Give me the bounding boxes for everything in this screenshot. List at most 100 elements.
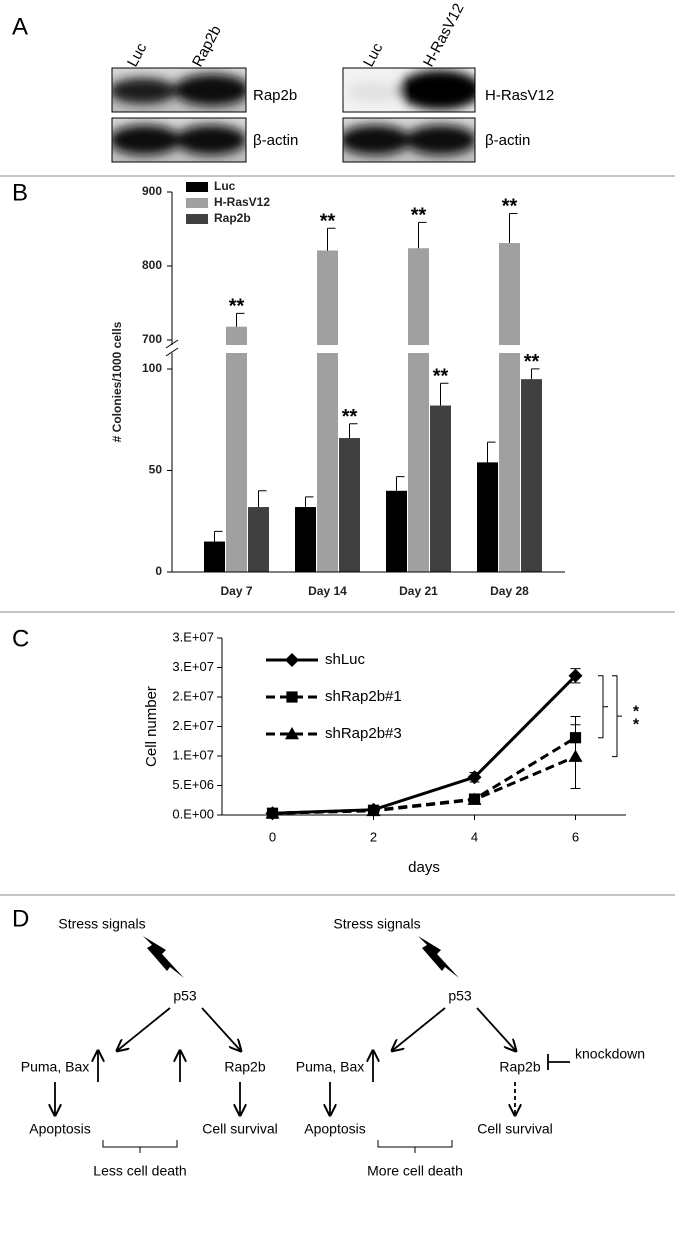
- significance: **: [433, 365, 449, 387]
- diagram-label: Puma, Bax: [21, 1059, 89, 1075]
- row-label: Rap2b: [253, 87, 297, 104]
- marker: [366, 803, 381, 817]
- x-tick-label: Day 28: [490, 584, 529, 598]
- y-tick-label: 700: [142, 332, 162, 346]
- y-axis-label: # Colonies/1000 cells: [110, 321, 124, 442]
- bracket: [377, 1140, 453, 1153]
- bar: [499, 243, 520, 572]
- bar: [248, 507, 269, 572]
- y-tick-label: 50: [149, 463, 163, 477]
- bar: [339, 438, 360, 572]
- band: [398, 70, 475, 110]
- legend-swatch: [186, 214, 208, 224]
- bar: [430, 405, 451, 572]
- legend-label: shRap2b#3: [325, 725, 402, 742]
- y-tick-label: 3.E+07: [172, 629, 214, 644]
- significance: **: [502, 196, 518, 218]
- x-tick-label: 0: [269, 829, 276, 844]
- lane-label: Luc: [360, 40, 387, 70]
- y-tick-label: 800: [142, 258, 162, 272]
- y-tick-label: 3.E+07: [172, 659, 214, 674]
- lane-label: Luc: [124, 40, 151, 70]
- bar: [295, 507, 316, 572]
- legend-swatch: [186, 198, 208, 208]
- separators: [0, 175, 675, 896]
- significance: *: [633, 716, 640, 733]
- significance: **: [229, 296, 245, 318]
- diagram-label: Stress signals: [58, 916, 145, 932]
- bar: [408, 248, 429, 573]
- error-bar: [258, 490, 267, 508]
- y-axis: [171, 192, 565, 573]
- y-tick-label: 2.E+07: [172, 718, 214, 733]
- diagram-label: Apoptosis: [29, 1121, 90, 1137]
- axis-break: [164, 345, 565, 353]
- diagram-label: Cell survival: [477, 1121, 552, 1137]
- legend-label: Luc: [214, 179, 236, 193]
- band: [112, 125, 181, 155]
- series-line: [272, 755, 577, 815]
- error-bar: [418, 221, 427, 249]
- bar: [317, 250, 338, 572]
- marker: [568, 749, 583, 762]
- band: [405, 125, 475, 155]
- significance-bracket: [598, 675, 608, 739]
- error-bar: [531, 368, 540, 380]
- diagram-label: Stress signals: [333, 916, 420, 932]
- arrow: [118, 1007, 171, 1050]
- blot: Luc Rap2b Rap2b β-actin: [111, 23, 298, 163]
- panel-label: D: [12, 905, 29, 932]
- diagram-label: Rap2b: [499, 1059, 540, 1075]
- legend-label: shLuc: [325, 651, 366, 668]
- bracket: [102, 1140, 178, 1153]
- band: [347, 82, 403, 102]
- series-line: [272, 736, 577, 815]
- axes: [221, 638, 626, 816]
- x-tick-label: Day 21: [399, 584, 438, 598]
- lane-label: H-RasV12: [420, 1, 467, 70]
- significance: *: [633, 703, 640, 720]
- row-label: H-RasV12: [485, 87, 554, 104]
- bar: [521, 379, 542, 572]
- error-bar: [349, 423, 358, 439]
- x-tick-label: 2: [370, 829, 377, 844]
- error-bar: [327, 227, 336, 251]
- error-bar: [440, 382, 449, 406]
- legend-marker: [286, 691, 298, 703]
- y-axis-label: Cell number: [143, 686, 160, 767]
- y-tick-label: 2.E+07: [172, 688, 214, 703]
- arrow: [393, 1007, 446, 1050]
- error-bar: [396, 476, 405, 491]
- diagram-label: Apoptosis: [304, 1121, 365, 1137]
- row-label: β-actin: [485, 132, 530, 149]
- error-bar: [509, 212, 518, 244]
- band: [112, 78, 177, 104]
- marker: [467, 770, 482, 785]
- arrow: [476, 1007, 515, 1050]
- panel-label: A: [12, 13, 28, 40]
- y-tick-label: 900: [142, 184, 162, 198]
- bar: [226, 326, 247, 572]
- legend-label: H-RasV12: [214, 195, 270, 209]
- x-axis-label: days: [408, 859, 440, 876]
- signal-icon: [143, 936, 184, 978]
- error-bar: [214, 530, 223, 542]
- x-tick-label: 4: [471, 829, 478, 844]
- bands: [343, 125, 475, 155]
- y-tick-label: 5.E+06: [172, 777, 214, 792]
- y-tick-label: 0.E+00: [172, 806, 214, 821]
- lane-label: Rap2b: [189, 23, 225, 70]
- bands: [347, 70, 475, 110]
- band: [175, 125, 246, 155]
- diagram-label: p53: [448, 988, 472, 1004]
- panel-label: B: [12, 179, 28, 206]
- legend-marker: [285, 727, 299, 740]
- x-tick-label: Day 14: [308, 584, 347, 598]
- band: [343, 125, 411, 155]
- legend-label: shRap2b#1: [325, 688, 402, 705]
- legend-swatch: [186, 182, 208, 192]
- diagram-label: Puma, Bax: [296, 1059, 364, 1075]
- x-tick-label: 6: [572, 829, 579, 844]
- diagram-label: Cell survival: [202, 1121, 277, 1137]
- error-bar: [487, 441, 496, 463]
